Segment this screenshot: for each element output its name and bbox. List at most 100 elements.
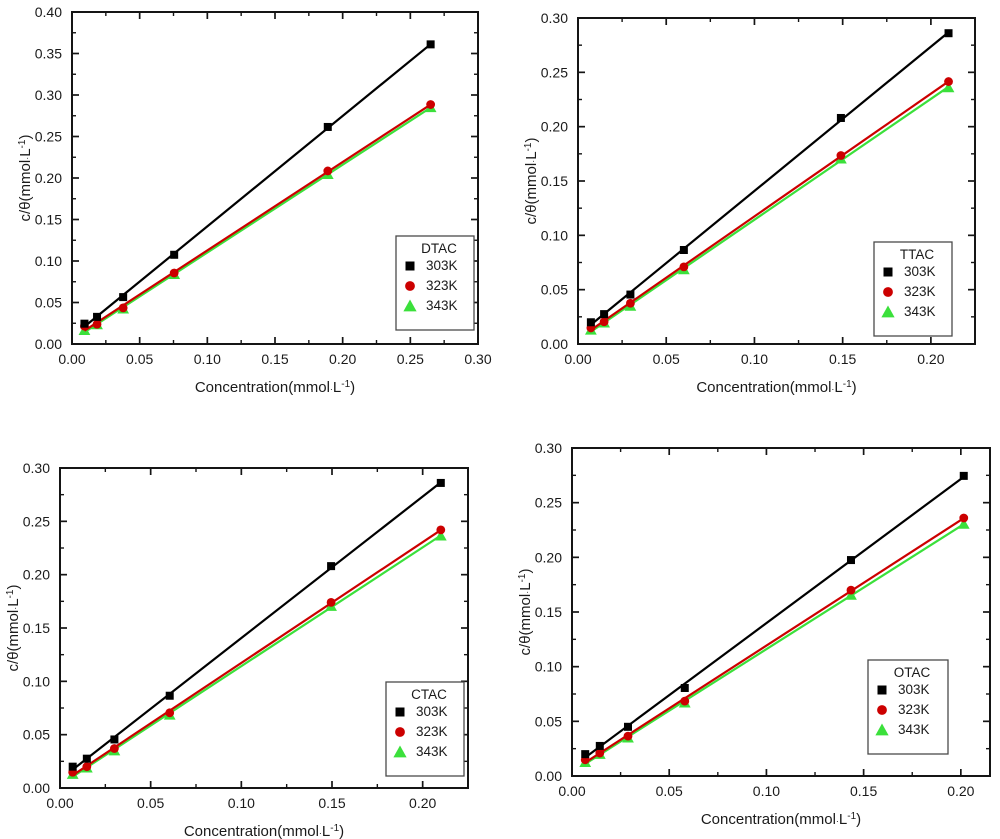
chart-panel-otac: 0.00 0.05 0.10 0.15 0.20 0.25 0.30 0.00 0.05 0.10… [500,420,1000,839]
x-tick-label: 0.10 [228,795,255,811]
legend-label: 303K [904,264,936,279]
legend-marker-square [405,261,415,271]
y-tick-label: 0.00 [23,780,50,796]
data-point [436,478,445,487]
data-point [836,151,846,160]
legend-ctac[interactable]: CTAC 303K 323K 343K [385,681,465,777]
data-series-group [579,471,970,768]
chart-svg-ctac: 0.00 0.05 0.10 0.15 0.20 0.25 0.30 0.00 0.05 0.10… [5,460,469,839]
legend-item-303K[interactable]: 303K [395,704,448,719]
series-323K [586,77,953,333]
data-series-group [78,40,437,336]
y-tick-label: 0.00 [535,768,562,784]
data-point [82,762,92,772]
y-tick-label: 0.25 [541,64,568,80]
data-point [942,81,955,93]
y-axis-title: c/θ(mmol·L-1) [5,585,23,672]
legend-label: 323K [416,724,448,739]
legend-item-303K[interactable]: 303K [405,258,458,273]
series-fit-line [590,85,950,333]
data-point [679,262,689,272]
legend-ttac[interactable]: TTAC 303K 323K 343K [873,241,953,337]
y-tick-label: 0.15 [541,173,568,189]
series-fit-line [83,106,432,334]
y-tick-label: 0.05 [535,713,562,729]
legend-item-323K[interactable]: 323K [395,724,448,739]
x-tick-label: 0.05 [137,795,164,811]
data-point [581,750,590,759]
legend-item-343K[interactable]: 343K [403,298,458,313]
data-point [944,29,953,38]
legend-item-323K[interactable]: 323K [405,278,458,293]
data-point [92,319,102,329]
x-tick-label: 0.15 [829,351,856,367]
y-tick-label: 0.00 [35,336,62,352]
x-tick-label: 0.05 [126,351,153,367]
y-tick-label: 0.05 [35,295,62,311]
data-point [118,303,128,313]
y-tick-label: 0.35 [35,46,62,62]
x-axis: 0.00 0.05 0.10 0.15 0.20 [46,468,469,811]
legend-item-323K[interactable]: 323K [877,702,930,717]
legend-marker-circle [883,287,893,297]
chart-panel-ttac: 0.00 0.05 0.10 0.15 0.20 0.25 0.30 0.00 0.05 0.10… [500,0,1000,420]
data-point [434,529,447,541]
chart-svg-otac: 0.00 0.05 0.10 0.15 0.20 0.25 0.30 0.00 0.05 0.10… [517,440,991,829]
legend-marker-circle [405,281,415,291]
data-point [110,735,119,744]
legend-dtac[interactable]: DTAC 303K 323K 343K [395,235,475,331]
chart-svg-ttac: 0.00 0.05 0.10 0.15 0.20 0.25 0.30 0.00 0.05 0.10… [523,10,976,397]
data-point [679,246,688,255]
y-axis-title: c/θ(mmol·L-1) [17,135,35,222]
data-point [845,589,857,600]
x-axis-title: Concentration(mmol·L-1) [701,811,861,829]
y-tick-label: 0.25 [23,513,50,529]
legend-marker-circle [395,727,405,737]
data-point [586,318,595,327]
data-point [595,741,604,750]
data-point [600,310,609,319]
data-point [326,598,336,607]
x-axis: 0.00 0.05 0.10 0.15 0.20 [558,448,975,799]
data-point [323,166,333,176]
x-tick-label: 0.10 [194,351,221,367]
data-point [119,293,128,302]
legend-item-303K[interactable]: 303K [877,682,930,697]
data-point [327,562,336,571]
legend-label: 343K [426,298,458,313]
x-tick-label: 0.20 [947,783,974,799]
series-fit-line [72,481,442,771]
y-tick-label: 0.10 [23,673,50,689]
series-303K [581,471,968,759]
data-point [623,731,633,741]
y-tick-label: 0.20 [535,549,562,565]
legend-otac[interactable]: OTAC 303K 323K 343K [867,659,949,755]
series-303K [586,29,953,327]
data-point [599,317,609,327]
data-series-group [66,478,447,779]
x-tick-label: 0.15 [261,351,288,367]
legend-marker-triangle [881,305,895,318]
data-point [957,518,970,529]
series-323K [580,513,969,765]
y-axis: 0.00 0.05 0.10 0.15 0.20 0.25 0.30 [23,460,468,796]
y-tick-label: 0.15 [35,212,62,228]
legend-item-343K[interactable]: 343K [881,304,936,319]
data-point [944,77,953,86]
legend-item-343K[interactable]: 343K [393,744,448,759]
legend-item-303K[interactable]: 303K [883,264,936,279]
y-tick-label: 0.30 [541,10,568,26]
data-point [323,122,332,131]
legend-item-323K[interactable]: 323K [883,284,936,299]
legend-label: 303K [426,258,458,273]
x-tick-label: 0.30 [464,351,491,367]
legend-item-343K[interactable]: 343K [875,722,930,737]
series-343K [66,529,447,779]
series-fit-line [83,43,432,328]
series-303K [68,478,445,771]
x-axis-title: Concentration(mmol·L-1) [696,379,856,397]
y-axis-title: c/θ(mmol·L-1) [517,569,535,656]
data-point [426,100,436,109]
data-point [165,708,175,718]
data-point [626,290,635,299]
